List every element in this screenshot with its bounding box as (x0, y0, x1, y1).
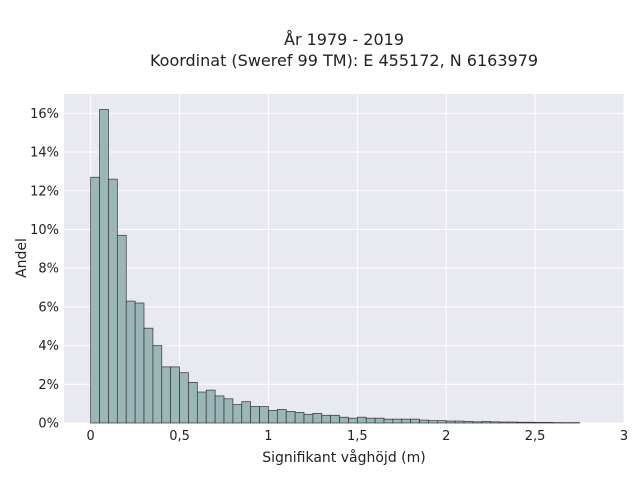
histogram-bar (516, 421, 527, 424)
histogram-bar (232, 404, 243, 424)
histogram-bar (339, 416, 349, 424)
histogram-bar (134, 302, 145, 424)
histogram-bar (383, 418, 394, 424)
histogram-bar (543, 422, 554, 424)
histogram-bar (90, 176, 100, 424)
y-tick-label: 2% (38, 378, 59, 393)
histogram-bar (285, 411, 296, 424)
histogram-bar (179, 372, 189, 424)
histogram-bar (108, 178, 118, 424)
y-tick-label: 6% (38, 300, 59, 315)
x-tick-label: 2,5 (525, 429, 546, 444)
histogram-bar (250, 406, 260, 424)
bars (90, 109, 580, 424)
histogram-bar (330, 414, 340, 424)
histogram-bar (241, 401, 252, 424)
y-axis-label: Andel (14, 238, 30, 278)
histogram-bar (419, 419, 429, 424)
x-tick-label: 2 (442, 429, 450, 444)
histogram-bar (214, 395, 225, 424)
histogram-bar (428, 420, 438, 424)
histogram-bar (188, 382, 198, 424)
histogram-bar (312, 412, 323, 424)
histogram-bar (401, 418, 412, 424)
x-tick-label: 3 (620, 429, 628, 444)
histogram-bar (348, 417, 358, 424)
histogram-bar (170, 366, 180, 424)
histogram-bar (365, 417, 376, 424)
y-tick-label: 4% (38, 339, 59, 354)
histogram-bar (534, 422, 545, 424)
y-axis-ticks: 0% 2% 4% 6% 8% 10% 12% 14% 16% (30, 107, 59, 432)
histogram-bar (205, 389, 216, 424)
histogram-bar (143, 327, 154, 424)
histogram-bar (490, 421, 500, 424)
x-axis-label: Signifikant våghöjd (m) (262, 449, 425, 466)
histogram-bar (445, 420, 456, 424)
histogram-bar (276, 409, 287, 424)
histogram-bar (268, 410, 278, 424)
x-tick-label: 1,5 (347, 429, 368, 444)
chart-subtitle: Koordinat (Sweref 99 TM): E 455172, N 61… (150, 51, 538, 70)
histogram-bar (161, 366, 172, 424)
histogram-bar (374, 417, 385, 424)
y-tick-label: 16% (30, 107, 59, 122)
histogram-bar (223, 398, 234, 424)
histogram-bar (472, 421, 483, 424)
histogram-bar (508, 421, 518, 424)
histogram-bar (321, 414, 332, 424)
histogram-bar (196, 391, 207, 424)
histogram-bar (259, 406, 269, 424)
histogram-bar (525, 421, 536, 424)
histogram-bar (116, 234, 127, 424)
y-tick-label: 12% (30, 184, 59, 199)
y-tick-label: 0% (38, 417, 59, 432)
y-tick-label: 8% (38, 262, 59, 277)
histogram-bar (125, 300, 136, 424)
histogram-bar (463, 421, 474, 424)
x-tick-label: 1 (264, 429, 272, 444)
histogram-bar (303, 413, 314, 424)
y-tick-label: 14% (30, 146, 59, 161)
histogram-bar (410, 418, 420, 424)
x-tick-label: 0 (87, 429, 95, 444)
chart-title: År 1979 - 2019 (284, 30, 404, 49)
histogram-bar (499, 421, 509, 424)
y-tick-label: 10% (30, 223, 59, 238)
histogram-bar (152, 345, 163, 424)
histogram-bar (356, 416, 367, 424)
x-axis-ticks: 0 0,5 1 1,5 2 2,5 3 (87, 429, 629, 444)
histogram-bar (99, 109, 109, 424)
x-tick-label: 0,5 (169, 429, 190, 444)
histogram-bar (436, 420, 447, 424)
histogram-bar (454, 420, 465, 424)
histogram-bar (294, 412, 305, 424)
histogram-bar (392, 418, 403, 424)
histogram-bar (481, 421, 492, 424)
